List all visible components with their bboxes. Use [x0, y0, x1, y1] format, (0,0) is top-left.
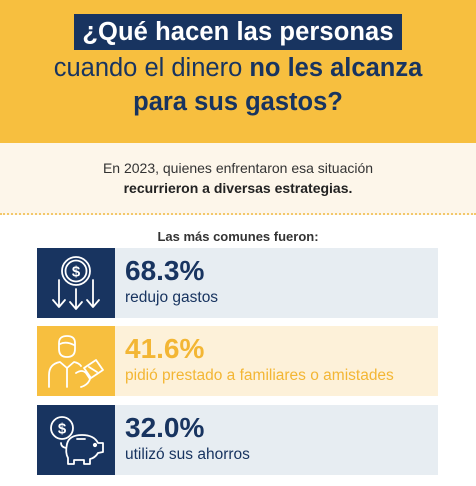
- title-line2-regular: cuando el dinero: [53, 54, 250, 82]
- intro-line1: En 2023, quienes enfrentaron esa situaci…: [102, 160, 374, 176]
- intro-line2: recurrieron a diversas estrategias.: [123, 180, 353, 196]
- strategy-card-borrow: 41.6% pidió prestado a familiares o amis…: [37, 326, 438, 396]
- strategy-card-reduce-spending: $ 68.3% redujo gastos: [37, 248, 438, 318]
- title-line2: cuando el dinero no les alcanza: [0, 52, 476, 84]
- title-line2-bold: no les alcanza: [249, 54, 423, 82]
- svg-text:$: $: [72, 264, 81, 281]
- strategy-label: utilizó sus ahorros: [125, 446, 250, 463]
- strategy-card-savings: $ 32.0% utilizó sus ahorros: [37, 405, 438, 475]
- title-line3: para sus gastos?: [133, 88, 343, 116]
- person-borrowing-icon: [37, 326, 115, 396]
- strategy-label: redujo gastos: [125, 289, 219, 306]
- intro-section: En 2023, quienes enfrentaron esa situaci…: [0, 143, 476, 215]
- header-banner: ¿Qué hacen las personas cuando el dinero…: [0, 0, 476, 143]
- strategy-percent: 68.3%: [125, 255, 205, 286]
- money-down-arrows-icon: $: [37, 248, 115, 318]
- strategy-percent: 32.0%: [125, 412, 205, 443]
- title-line1-wrapper: ¿Qué hacen las personas: [0, 14, 476, 50]
- strategy-label: pidió prestado a familiares o amistades: [125, 367, 394, 384]
- strategy-card-body: 41.6% pidió prestado a familiares o amis…: [115, 326, 438, 396]
- piggy-bank-icon: $: [37, 405, 115, 475]
- strategy-percent: 41.6%: [125, 333, 205, 364]
- subheading: Las más comunes fueron:: [157, 229, 319, 244]
- strategy-card-body: 32.0% utilizó sus ahorros: [115, 405, 438, 475]
- strategy-card-body: 68.3% redujo gastos: [115, 248, 438, 318]
- svg-text:$: $: [58, 421, 67, 438]
- title-line1: ¿Qué hacen las personas: [74, 14, 402, 50]
